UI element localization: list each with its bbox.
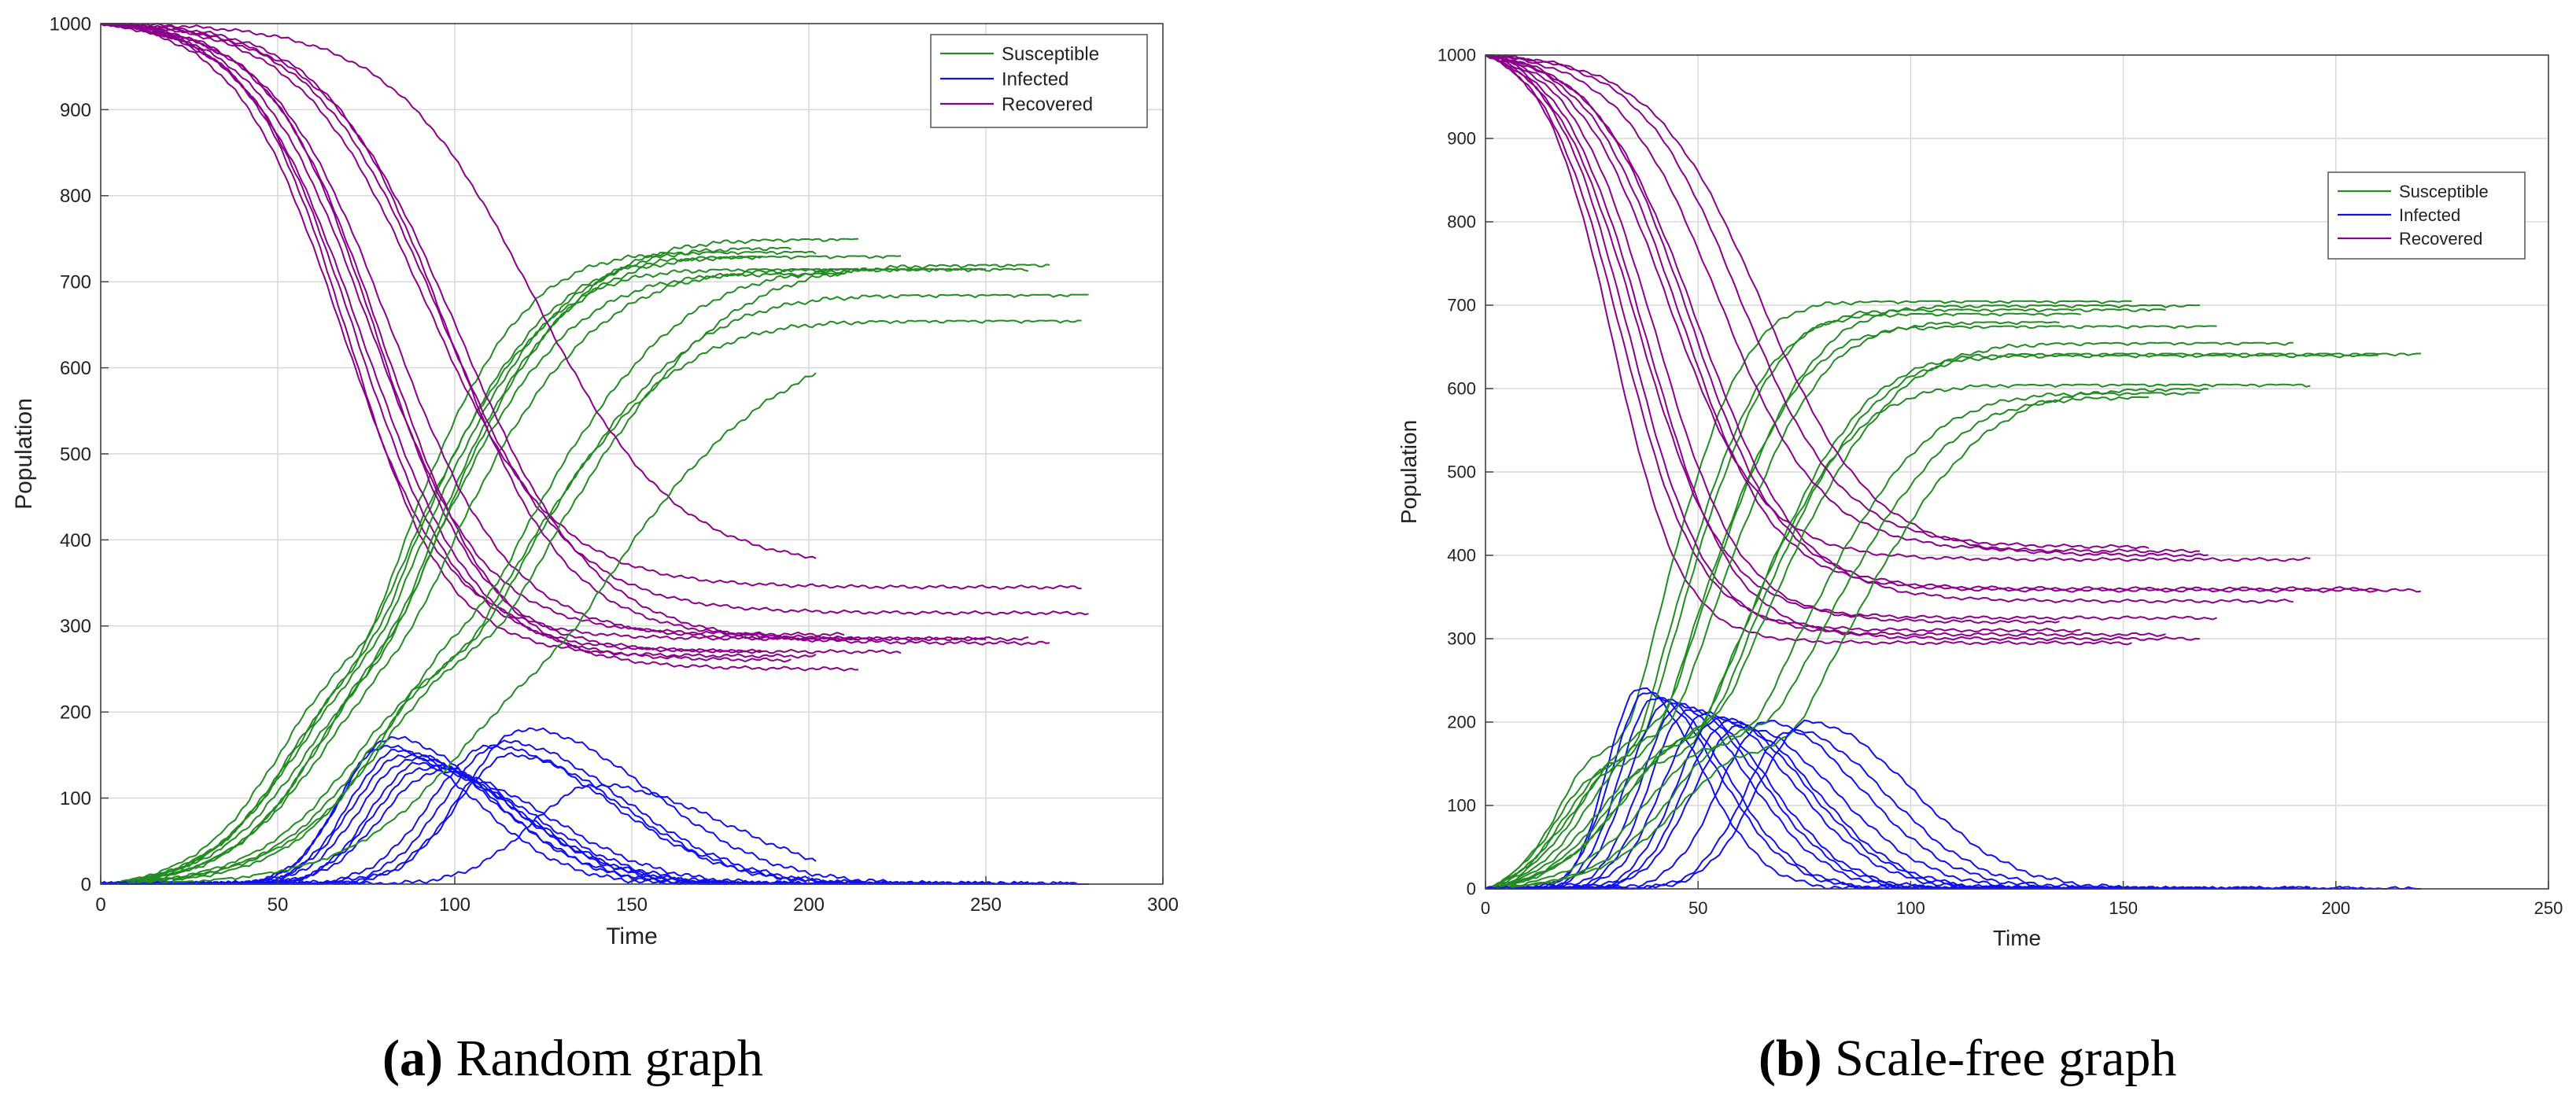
susceptible-line-run-2: [1485, 308, 2166, 890]
y-tick-label-9: 900: [1447, 129, 1476, 149]
caption-b: (b) Scale-free graph: [1759, 1029, 2176, 1089]
recovered-line-run-12: [1485, 53, 2209, 558]
legend-label-recovered: Recovered: [1002, 94, 1093, 116]
susceptible-line-run-8: [101, 319, 1082, 885]
caption-b-text: Scale-free graph: [1835, 1030, 2177, 1087]
recovered-line-run-0: [1485, 54, 2132, 646]
x-tick-label-4: 200: [2321, 898, 2350, 918]
y-tick-label-2: 200: [1447, 713, 1476, 732]
susceptible-line-run-9: [1485, 341, 2294, 890]
x-tick-label-3: 150: [2109, 898, 2138, 918]
y-tick-label-3: 300: [1447, 629, 1476, 649]
y-tick-label-9: 900: [60, 100, 91, 121]
susceptible-line-run-0: [1485, 300, 2132, 890]
y-axis-label: Population: [1397, 420, 1421, 524]
recovered-line-run-5: [1485, 54, 2060, 625]
y-tick-label-1: 100: [1447, 796, 1476, 816]
legend: Susceptible Infected Recovered: [930, 34, 1148, 128]
y-tick-label-3: 300: [60, 616, 91, 637]
recovered-line-run-6: [100, 22, 859, 672]
caption-b-letter: (b): [1759, 1030, 1822, 1087]
chart-panel-b: 0 50 100 150 200 250 0 100 200 300 400 500 600 700 800…: [1288, 0, 2576, 1102]
chart-panel-a: 0 50 100 150 200 250 300 0 100 200 300 400 500 600 700…: [11, 13, 1179, 1089]
legend-box: [930, 34, 1148, 128]
caption-a: (a) Random graph: [382, 1029, 763, 1089]
recovered-line-run-8: [1485, 54, 2379, 592]
x-axis-label: Time: [1993, 926, 2041, 950]
recovered-line-run-10: [100, 22, 987, 641]
susceptible-line-run-5: [1485, 321, 2060, 890]
y-tick-label-0: 0: [81, 874, 91, 895]
x-tick-label-6: 300: [1147, 894, 1179, 916]
y-tick-label-8: 800: [1447, 212, 1476, 232]
susceptible-line-run-4: [101, 272, 845, 885]
susceptible-line-run-11: [101, 264, 1050, 885]
y-tick-label-4: 400: [60, 530, 91, 551]
susceptible-line-run-4: [1485, 304, 2200, 890]
susceptible-line-run-6: [101, 238, 858, 885]
x-tick-label-1: 50: [268, 894, 289, 916]
x-tick-label-2: 100: [439, 894, 471, 916]
recovered-line-run-10: [1485, 54, 2200, 554]
chart-a-svg: 0 50 100 150 200 250 300 0 100 200 300 400 500 600 700…: [11, 13, 1179, 949]
susceptible-line-run-3: [1485, 325, 2217, 890]
caption-a-letter: (a): [382, 1030, 443, 1087]
legend-label-infected: Infected: [2399, 205, 2460, 225]
recovered-line-run-6: [1485, 53, 2311, 562]
susceptible-line-run-9: [101, 293, 1089, 886]
susceptible-line-run-11: [1485, 396, 2150, 890]
y-tick-label-10: 1000: [1437, 46, 1476, 65]
legend: Susceptible Infected Recovered: [2327, 171, 2526, 260]
recovered-line-run-3: [100, 23, 792, 663]
recovered-line-run-3: [1485, 54, 2217, 621]
y-tick-label-6: 600: [1447, 379, 1476, 399]
susceptible-line-run-0: [101, 267, 858, 885]
susceptible-line-run-12: [1485, 388, 2209, 890]
infected-line-run-8: [1485, 719, 2379, 890]
x-tick-label-0: 0: [1481, 898, 1490, 918]
y-tick-label-7: 700: [1447, 296, 1476, 315]
recovered-line-run-12: [100, 22, 817, 559]
caption-a-text: Random graph: [456, 1030, 763, 1087]
recovered-line-run-2: [1485, 54, 2166, 638]
y-tick-label-2: 200: [60, 702, 91, 724]
y-tick-label-5: 500: [60, 444, 91, 465]
x-tick-label-5: 250: [970, 894, 1002, 916]
legend-label-infected: Infected: [1002, 69, 1068, 90]
y-tick-label-6: 600: [60, 358, 91, 379]
susceptible-line-run-6: [1485, 383, 2311, 890]
x-tick-label-1: 50: [1688, 898, 1707, 918]
recovered-line-run-11: [100, 22, 1050, 646]
susceptible-line-run-3: [101, 246, 792, 885]
y-tick-label-1: 100: [60, 788, 91, 809]
y-tick-label-8: 800: [60, 186, 91, 207]
recovered-line-run-9: [1485, 54, 2294, 604]
recovered-line-run-11: [1485, 53, 2150, 550]
recovered-line-run-1: [1485, 54, 2081, 633]
x-tick-label-2: 100: [1896, 898, 1925, 918]
susceptible-line-run-12: [101, 372, 817, 886]
y-axis-label: Population: [11, 398, 37, 510]
chart-b-svg: 0 50 100 150 200 250 0 100 200 300 400 500 600 700 800…: [1397, 46, 2563, 950]
recovered-line-run-9: [100, 23, 1089, 616]
legend-label-recovered: Recovered: [2399, 229, 2482, 249]
legend-label-susceptible: Susceptible: [1002, 44, 1099, 65]
x-tick-label-5: 250: [2534, 898, 2563, 918]
series-group: [1485, 53, 2422, 890]
y-tick-label-7: 700: [60, 272, 91, 293]
y-tick-label-0: 0: [1467, 879, 1476, 899]
recovered-line-run-8: [101, 23, 1082, 590]
y-tick-label-10: 1000: [50, 13, 91, 35]
x-axis-label: Time: [606, 923, 658, 949]
recovered-line-run-4: [1485, 55, 2200, 642]
infected-line-run-12: [1485, 719, 2209, 890]
y-tick-label-5: 500: [1447, 463, 1476, 482]
x-tick-label-4: 200: [793, 894, 825, 916]
y-tick-label-4: 400: [1447, 546, 1476, 566]
legend-label-susceptible: Susceptible: [2399, 182, 2489, 201]
x-tick-label-0: 0: [95, 894, 105, 916]
x-tick-label-3: 150: [616, 894, 648, 916]
